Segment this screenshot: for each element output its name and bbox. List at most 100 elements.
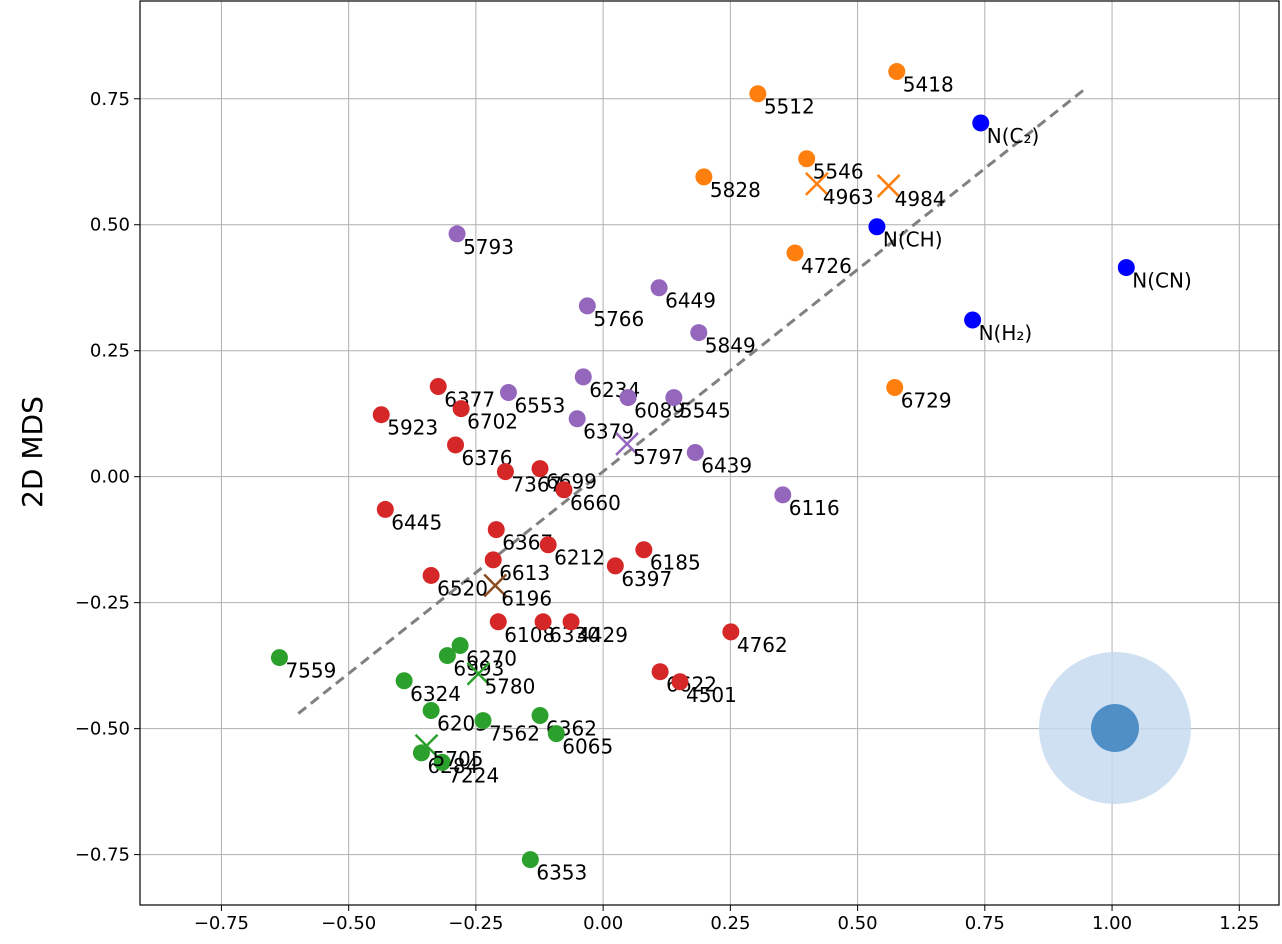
point-label: 5797 — [633, 445, 684, 469]
cross-marker — [876, 174, 901, 198]
x-tick-label: 1.25 — [1219, 913, 1259, 934]
y-tick-label: 0.50 — [90, 215, 130, 236]
point — [438, 647, 456, 665]
x-tick-label: 0.00 — [583, 913, 623, 934]
x-tick-label: −0.50 — [321, 913, 376, 934]
point — [722, 623, 740, 641]
plot-frame — [139, 0, 1280, 906]
point — [888, 63, 906, 81]
point-label: 6196 — [501, 587, 552, 611]
point — [487, 521, 505, 539]
point-label: 7367 — [511, 473, 562, 497]
point-label: 6993 — [453, 657, 504, 681]
scale-circle-inner — [1091, 704, 1139, 752]
point — [496, 463, 514, 481]
point — [786, 244, 804, 262]
point-label: 6397 — [621, 567, 672, 591]
point-label: 4429 — [577, 623, 628, 647]
point-label: 5780 — [484, 675, 535, 699]
cross-marker — [414, 733, 439, 758]
point-label: 5923 — [387, 416, 438, 440]
point — [619, 389, 637, 407]
point — [395, 672, 413, 690]
point-label: 5705 — [433, 747, 484, 771]
cross-marker — [483, 573, 508, 598]
point — [578, 297, 596, 315]
point — [749, 85, 767, 103]
point — [372, 406, 390, 424]
point-label: 6065 — [562, 735, 613, 759]
point — [665, 389, 683, 407]
x-tick-label: 0.50 — [838, 913, 878, 934]
point-label: 6553 — [514, 394, 565, 418]
point-label: N(CN) — [1132, 269, 1192, 293]
point-label: 6116 — [789, 496, 840, 520]
y-tick-label: 0.75 — [90, 89, 130, 110]
y-tick-label: −0.50 — [75, 719, 130, 740]
point-label: 5849 — [705, 334, 756, 358]
point-label: 6270 — [466, 646, 517, 670]
point — [489, 613, 507, 631]
point — [650, 279, 668, 297]
point — [606, 557, 624, 575]
point-label: 6520 — [437, 576, 488, 600]
point — [774, 486, 792, 504]
y-tick-label: −0.25 — [75, 593, 130, 614]
point — [686, 443, 704, 461]
point-label: 6212 — [554, 546, 605, 570]
x-tick-label: −0.75 — [194, 913, 249, 934]
point-label: 5766 — [593, 307, 644, 331]
point — [452, 400, 470, 418]
point — [531, 707, 549, 725]
point — [270, 649, 288, 667]
point-label: 6445 — [391, 510, 442, 534]
cross-marker — [804, 172, 829, 196]
point — [972, 114, 990, 132]
x-tick-label: 1.00 — [1092, 913, 1132, 934]
y-tick-label: 0.00 — [90, 467, 130, 488]
point-label: 5793 — [463, 235, 514, 259]
point — [451, 636, 469, 654]
point — [448, 225, 466, 243]
point-label: 7562 — [489, 722, 540, 746]
point — [651, 663, 669, 681]
point — [798, 150, 816, 168]
point-label: 6660 — [570, 491, 621, 515]
point — [671, 673, 689, 691]
point — [422, 701, 440, 719]
point-label: 5512 — [764, 95, 815, 119]
point — [635, 541, 653, 559]
point-label: 6439 — [701, 453, 752, 477]
point — [422, 566, 440, 584]
point — [868, 218, 886, 236]
point-label: 6379 — [583, 420, 634, 444]
point-label: 7559 — [285, 659, 336, 683]
point — [574, 368, 592, 386]
point — [484, 551, 502, 569]
point — [433, 753, 451, 771]
point-label: 5545 — [680, 399, 731, 423]
point — [412, 744, 430, 762]
point-label: 6185 — [650, 551, 701, 575]
point-label: 4984 — [895, 187, 946, 211]
y-tick-label: −0.75 — [75, 845, 130, 866]
point — [555, 481, 573, 499]
x-tick-label: 0.75 — [965, 913, 1005, 934]
point — [695, 168, 713, 186]
point — [534, 613, 552, 631]
point-label: 7224 — [448, 763, 499, 787]
point — [531, 460, 549, 478]
point-label: 6377 — [444, 387, 495, 411]
point-label: 4501 — [686, 683, 737, 707]
point-label: 6613 — [499, 561, 550, 585]
point — [964, 311, 982, 329]
point — [562, 613, 580, 631]
point — [499, 384, 517, 402]
point-label: N(H₂) — [979, 321, 1033, 345]
point — [429, 377, 447, 395]
point-label: N(CH) — [883, 228, 943, 252]
point — [568, 410, 586, 428]
point — [886, 378, 904, 396]
point — [547, 725, 565, 743]
point-label: 6324 — [410, 682, 461, 706]
